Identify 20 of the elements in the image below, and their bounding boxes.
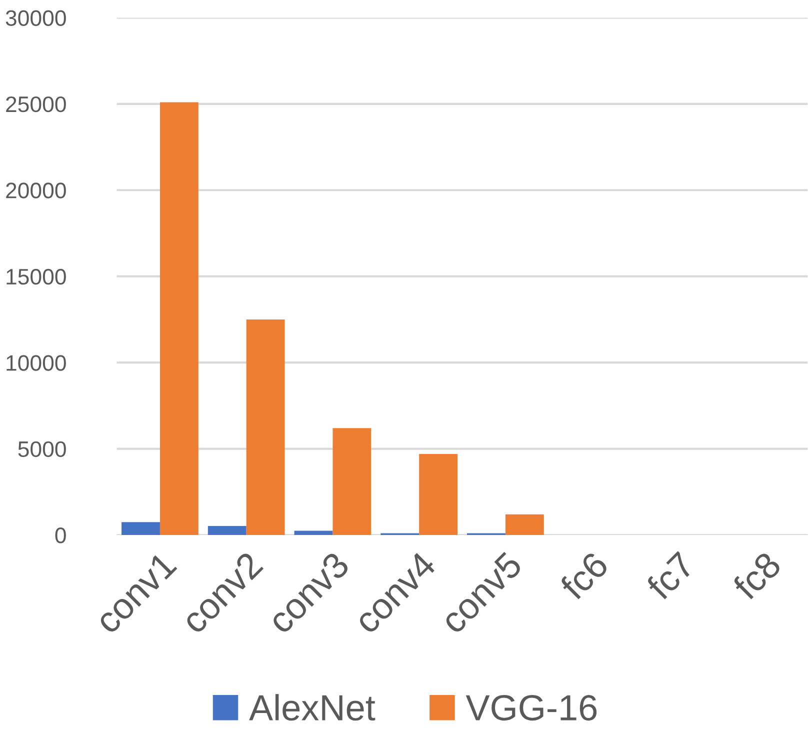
bar xyxy=(160,102,198,536)
y-tick-label: 20000 xyxy=(6,182,66,198)
bar xyxy=(122,522,160,536)
y-tick-label: 0 xyxy=(55,528,66,544)
bar xyxy=(505,514,544,536)
legend-label: VGG-16 xyxy=(466,695,597,721)
bar xyxy=(294,530,333,536)
y-tick-label: 10000 xyxy=(6,355,66,371)
x-tick-label: fc7 xyxy=(644,550,696,602)
x-tick-label: fc6 xyxy=(558,550,610,602)
x-tick-label: fc8 xyxy=(730,550,782,602)
bar xyxy=(246,319,285,536)
y-tick-label: 15000 xyxy=(6,268,66,285)
y-tick-label: 25000 xyxy=(6,96,66,112)
legend-label: AlexNet xyxy=(249,694,376,721)
bar xyxy=(332,428,372,536)
bar xyxy=(208,526,246,536)
y-tick-label: 5000 xyxy=(18,441,66,458)
bar xyxy=(419,454,458,536)
y-tick-label: 30000 xyxy=(6,10,66,26)
